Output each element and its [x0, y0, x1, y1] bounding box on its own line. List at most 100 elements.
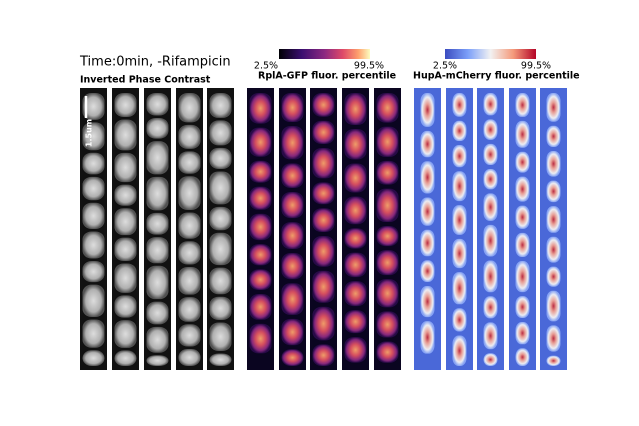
- cell: [281, 283, 304, 315]
- cell: [312, 120, 335, 145]
- cell: [312, 306, 335, 341]
- cell: [452, 238, 467, 269]
- cell: [546, 355, 561, 366]
- colorbar-min-label: 2.5%: [254, 61, 278, 72]
- cell: [546, 325, 561, 352]
- cell: [249, 269, 272, 291]
- cell: [515, 260, 530, 293]
- cell: [483, 93, 498, 116]
- cell: [178, 348, 201, 366]
- cell: [546, 266, 561, 287]
- cell: [249, 93, 272, 124]
- figure-title: Time:0min, -Rifampicin: [79, 55, 231, 70]
- cell: [420, 197, 435, 226]
- panel-label: Inverted Phase Contrast: [80, 75, 211, 86]
- cell: [82, 176, 105, 201]
- cell: [114, 93, 137, 117]
- cell: [376, 250, 399, 276]
- cell: [376, 226, 399, 247]
- cell: [178, 212, 201, 239]
- cell: [249, 213, 272, 241]
- cell: [344, 129, 367, 160]
- cell: [82, 202, 105, 229]
- cell: [281, 93, 304, 123]
- cell: [344, 196, 367, 225]
- cell: [312, 182, 335, 205]
- cell: [146, 265, 169, 300]
- cell: [146, 301, 169, 325]
- cell: [178, 241, 201, 265]
- cell: [483, 260, 498, 293]
- cell: [82, 319, 105, 348]
- cell: [114, 350, 137, 366]
- cell: [344, 228, 367, 249]
- cell: [82, 284, 105, 317]
- cell: [178, 93, 201, 123]
- cell: [178, 324, 201, 347]
- cell: [376, 93, 399, 123]
- cell: [281, 349, 304, 366]
- cell: [114, 295, 137, 318]
- cell: [178, 297, 201, 322]
- cell: [312, 208, 335, 233]
- cell: [546, 206, 561, 233]
- cell: [344, 93, 367, 126]
- cell: [82, 261, 105, 283]
- cell: [178, 176, 201, 211]
- cell: [249, 160, 272, 183]
- cell: [209, 171, 232, 205]
- cell: [114, 237, 137, 261]
- cell: [82, 122, 105, 151]
- colorbar-max-label: 99.5%: [354, 61, 384, 72]
- cell: [146, 141, 169, 175]
- cell: [312, 93, 335, 117]
- cell: [546, 290, 561, 322]
- cell: [420, 229, 435, 257]
- cell: [209, 296, 232, 321]
- cell: [178, 267, 201, 295]
- cell: [209, 353, 232, 366]
- cell: [452, 145, 467, 168]
- cell: [452, 93, 467, 117]
- cell: [344, 163, 367, 193]
- cell: [209, 147, 232, 169]
- cell: [515, 205, 530, 229]
- cell: [376, 188, 399, 223]
- cell: [452, 171, 467, 202]
- cell: [452, 120, 467, 142]
- cell: [546, 180, 561, 203]
- colorbar-max-label: 99.5%: [521, 61, 551, 72]
- cell: [114, 119, 137, 151]
- cell: [376, 341, 399, 363]
- cell: [209, 232, 232, 266]
- cell: [515, 296, 530, 318]
- cell: [249, 323, 272, 354]
- cell: [114, 152, 137, 183]
- cell: [209, 267, 232, 295]
- cell: [281, 318, 304, 346]
- cell: [146, 176, 169, 211]
- cell: [483, 224, 498, 257]
- cell: [146, 117, 169, 139]
- cell: [376, 311, 399, 338]
- cell: [146, 212, 169, 235]
- cell: [420, 286, 435, 318]
- cell: [209, 120, 232, 146]
- cell: [114, 184, 137, 206]
- cell: [344, 337, 367, 363]
- cell: [483, 353, 498, 366]
- panel-label: RplA-GFP fluor. percentile: [258, 71, 396, 82]
- cell: [452, 335, 467, 366]
- cell: [249, 127, 272, 157]
- cell: [546, 236, 561, 263]
- cell: [515, 120, 530, 148]
- cell: [249, 294, 272, 320]
- cell: [178, 124, 201, 149]
- cell: [452, 308, 467, 332]
- cell: [249, 186, 272, 210]
- scale-bar-label: 1.5um: [85, 119, 94, 147]
- cell: [515, 151, 530, 173]
- cell: [344, 252, 367, 278]
